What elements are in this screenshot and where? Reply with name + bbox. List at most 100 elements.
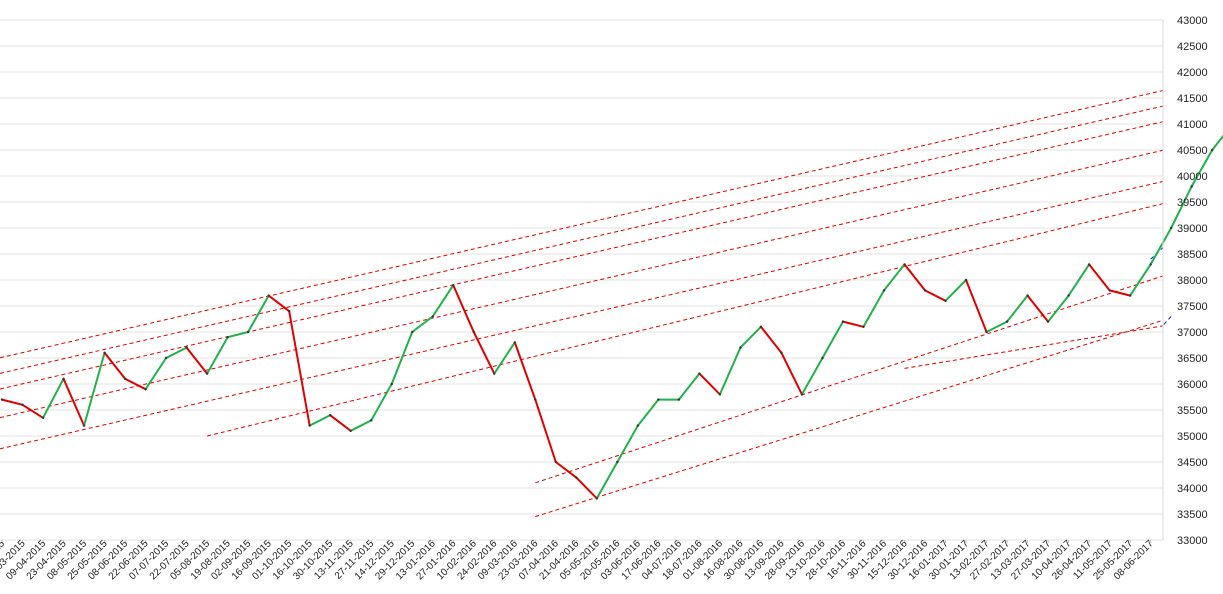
- y-tick-label: 37500: [1177, 301, 1208, 313]
- series-point: [1149, 263, 1152, 266]
- series-segment-down: [1026, 294, 1050, 323]
- series-point: [677, 398, 681, 401]
- trendline: [0, 180, 1164, 450]
- series-segment-down: [103, 351, 127, 380]
- series-point: [390, 382, 393, 386]
- series-segment-down: [1, 398, 24, 406]
- series-segment-down: [575, 476, 598, 500]
- series-point: [0, 398, 4, 401]
- series-segment-down: [452, 284, 475, 333]
- y-tick-label: 33500: [1177, 509, 1208, 521]
- series-point: [1190, 185, 1193, 188]
- trendline: [535, 275, 1164, 484]
- series-point: [1128, 294, 1132, 297]
- series-segment-down: [534, 398, 557, 463]
- series-point: [185, 346, 188, 349]
- series-point: [267, 294, 270, 297]
- series-point: [882, 289, 886, 292]
- series-point: [718, 393, 722, 396]
- y-tick-label: 36000: [1177, 379, 1208, 391]
- series-point: [1067, 294, 1070, 297]
- series-segment-down: [513, 341, 537, 401]
- y-tick-label: 40000: [1177, 171, 1208, 183]
- series-segment-down: [21, 403, 45, 419]
- series-segment-up: [370, 383, 393, 422]
- series-point: [657, 398, 660, 401]
- series-segment-up: [431, 284, 455, 318]
- series-point: [82, 424, 86, 427]
- y-tick-label: 33000: [1177, 535, 1208, 547]
- trendline: [904, 325, 1164, 369]
- series-segment-up: [616, 424, 639, 463]
- series-segment-up: [144, 357, 168, 391]
- y-tick-label: 39000: [1177, 223, 1208, 235]
- y-tick-label: 34500: [1177, 457, 1208, 469]
- series-segment-up: [739, 325, 762, 349]
- series-segment-up: [800, 357, 824, 396]
- series-segment-up: [1190, 149, 1214, 188]
- y-tick-label: 37000: [1177, 327, 1208, 339]
- series-point: [862, 325, 865, 328]
- series-point: [41, 416, 45, 419]
- y-tick-label: 36500: [1177, 353, 1208, 365]
- series-segment-up: [718, 346, 742, 396]
- series-point: [123, 377, 127, 380]
- series-point: [62, 377, 65, 380]
- series-segment-down: [62, 377, 86, 427]
- series-segment-up: [206, 336, 229, 375]
- y-tick-label: 40500: [1177, 145, 1208, 157]
- series-segment-up: [411, 315, 434, 333]
- series-point: [21, 403, 24, 406]
- series-segment-up: [42, 377, 65, 419]
- series-point: [246, 330, 250, 334]
- series-point: [205, 372, 209, 375]
- series-segment-up: [821, 320, 844, 359]
- series-segment-down: [1108, 289, 1132, 297]
- series-point: [841, 320, 845, 323]
- series-point: [144, 388, 147, 391]
- trendlines: [0, 89, 1172, 518]
- series-segment-up: [1047, 294, 1070, 323]
- series-segment-down: [924, 289, 947, 302]
- series-segment-down: [698, 372, 721, 396]
- series-segment-up: [1170, 185, 1193, 229]
- series-point: [103, 351, 106, 354]
- series-segment-down: [124, 377, 147, 391]
- series-segment-down: [965, 279, 988, 333]
- series-segment-down: [903, 263, 927, 292]
- series-segment-up: [985, 320, 1009, 333]
- series-point: [964, 278, 968, 282]
- y-tick-label: 43000: [1177, 15, 1208, 27]
- trendline: [1162, 316, 1172, 326]
- series-point: [821, 356, 824, 360]
- series-point: [985, 330, 988, 334]
- series-segment-down: [185, 346, 209, 375]
- series-point: [164, 356, 168, 360]
- gridlines: [0, 19, 1163, 541]
- y-tick-label: 38000: [1177, 275, 1208, 287]
- series-point: [1087, 263, 1091, 266]
- trendline: [0, 149, 1164, 419]
- trendline: [0, 121, 1164, 390]
- y-tick-label: 35000: [1177, 431, 1208, 443]
- series-segment-up: [165, 346, 188, 359]
- series-point: [698, 372, 701, 375]
- series-segment-down: [472, 331, 496, 375]
- series-segment-up: [944, 279, 968, 302]
- series-point: [903, 263, 906, 266]
- series-point: [472, 330, 475, 334]
- series-point: [575, 476, 578, 479]
- series-segment-up: [308, 414, 332, 427]
- price-series: [0, 134, 1223, 500]
- y-tick-label: 41500: [1177, 93, 1208, 105]
- y-tick-label: 34000: [1177, 483, 1208, 495]
- series-segment-down: [554, 461, 578, 479]
- series-point: [1210, 148, 1214, 152]
- series-segment-down: [759, 325, 783, 354]
- series-segment-up: [882, 263, 906, 292]
- series-point: [349, 429, 352, 432]
- series-point: [411, 330, 414, 334]
- series-segment-down: [267, 294, 291, 313]
